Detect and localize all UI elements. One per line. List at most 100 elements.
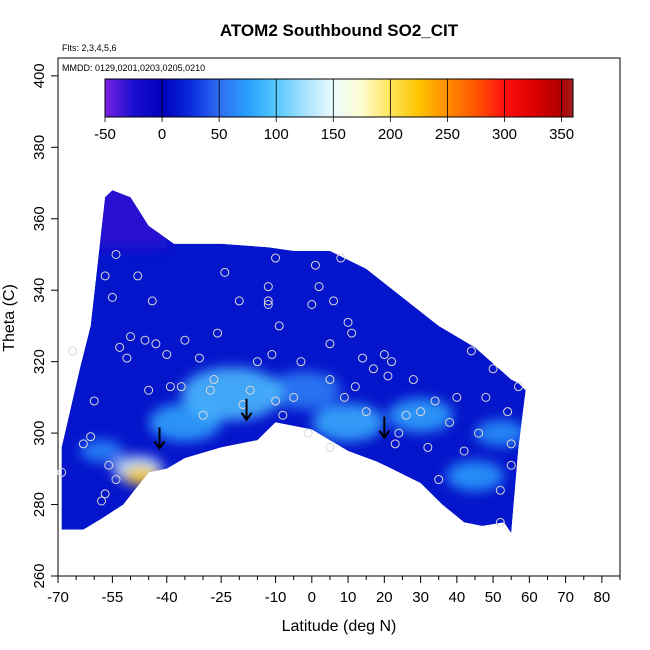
x-tick-label: 70 [557, 589, 574, 606]
colorbar-tick-label: 300 [492, 126, 517, 143]
arrow-head [240, 412, 253, 422]
colorbar-tick-label: 150 [321, 126, 346, 143]
observation-marker [100, 489, 110, 499]
observation-marker [394, 428, 404, 438]
observation-marker [198, 410, 208, 420]
observation-markers [57, 249, 523, 527]
observation-marker [180, 335, 190, 345]
observation-marker [339, 392, 349, 402]
observation-marker [234, 296, 244, 306]
observation-marker [314, 282, 324, 292]
observation-marker [495, 485, 505, 495]
observation-marker [325, 442, 335, 452]
observation-marker [329, 296, 339, 306]
y-tick-label: 320 [31, 349, 48, 374]
observation-marker [347, 328, 357, 338]
field-base [61, 190, 526, 534]
field-upper [94, 190, 167, 248]
observation-marker [474, 428, 484, 438]
x-tick-label: -10 [265, 589, 287, 606]
observation-marker [358, 353, 368, 363]
observation-marker [325, 375, 335, 385]
observation-marker [452, 392, 462, 402]
observation-marker [513, 382, 523, 392]
y-tick-label: 360 [31, 206, 48, 231]
observation-marker [495, 517, 505, 527]
colorbar-tick-label: 350 [549, 126, 574, 143]
chart-title: ATOM2 Southbound SO2_CIT [220, 21, 459, 40]
observation-marker [303, 428, 313, 438]
observation-marker [100, 271, 110, 281]
observation-marker [209, 375, 219, 385]
field-hotspot [268, 371, 341, 410]
observation-marker [383, 371, 393, 381]
y-axis-label: Theta (C) [1, 284, 18, 352]
x-tick-label: 40 [448, 589, 465, 606]
observation-marker [310, 260, 320, 270]
observation-marker [387, 357, 397, 367]
colorbar-tick-label: 200 [378, 126, 403, 143]
colorbar-tick-label: -50 [94, 126, 116, 143]
field-hotspot [123, 466, 160, 486]
observation-marker [220, 267, 230, 277]
field-hotspot [446, 460, 504, 492]
observation-marker [245, 385, 255, 395]
observation-marker [289, 392, 299, 402]
arrow-head [378, 430, 391, 440]
x-tick-label: -55 [102, 589, 124, 606]
observation-marker [481, 392, 491, 402]
x-tick-label: -70 [47, 589, 69, 606]
observation-marker [506, 460, 516, 470]
observation-marker [278, 410, 288, 420]
observation-marker [89, 396, 99, 406]
observation-marker [68, 346, 78, 356]
colorbar-tick-label: 50 [211, 126, 228, 143]
observation-marker [271, 253, 281, 263]
observation-marker [466, 346, 476, 356]
observation-marker [416, 407, 426, 417]
observation-marker [86, 432, 96, 442]
observation-marker [194, 353, 204, 363]
observation-marker [267, 350, 277, 360]
observation-marker [296, 357, 306, 367]
data-field [61, 190, 526, 534]
observation-marker [488, 364, 498, 374]
observation-marker [147, 296, 157, 306]
observation-marker [274, 321, 284, 331]
observation-marker [133, 271, 143, 281]
observation-marker [111, 249, 121, 259]
observation-marker [506, 439, 516, 449]
x-tick-label: 50 [485, 589, 502, 606]
y-tick-label: 380 [31, 135, 48, 160]
y-tick-label: 260 [31, 563, 48, 588]
observation-marker [151, 339, 161, 349]
flights-note: Flts: 2,3,4,5,6 [62, 43, 117, 53]
colorbar [104, 78, 574, 118]
colorbar-tick-label: 250 [435, 126, 460, 143]
observation-marker [423, 442, 433, 452]
observation-marker [176, 382, 186, 392]
x-axis: -70 -55 -40 -25 -10 0 10 20 30 40 50 60 70 80 [47, 575, 621, 606]
observation-marker [503, 407, 513, 417]
observation-marker [390, 439, 400, 449]
observation-marker [368, 364, 378, 374]
dates-note: MMDD: 0129,0201,0203,0205,0210 [62, 63, 205, 73]
observation-marker [263, 282, 273, 292]
y-tick-label: 300 [31, 421, 48, 446]
observation-marker [115, 342, 125, 352]
field-hotspot [181, 367, 283, 421]
x-tick-label: 10 [340, 589, 357, 606]
observation-marker [430, 396, 440, 406]
observation-marker [140, 335, 150, 345]
observation-marker [307, 299, 317, 309]
observation-marker [144, 385, 154, 395]
observation-marker [336, 253, 346, 263]
observation-marker [350, 382, 360, 392]
observation-marker [343, 317, 353, 327]
y-tick-label: 400 [31, 63, 48, 88]
observation-marker [104, 460, 114, 470]
colorbar-ticks: -50 0 50 100 150 200 250 300 350 [94, 79, 574, 143]
observation-marker [325, 339, 335, 349]
y-tick-label: 340 [31, 278, 48, 303]
